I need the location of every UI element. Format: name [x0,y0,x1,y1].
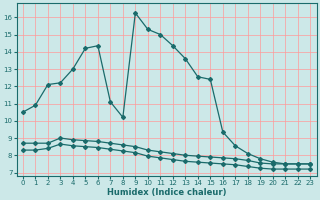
X-axis label: Humidex (Indice chaleur): Humidex (Indice chaleur) [107,188,226,197]
